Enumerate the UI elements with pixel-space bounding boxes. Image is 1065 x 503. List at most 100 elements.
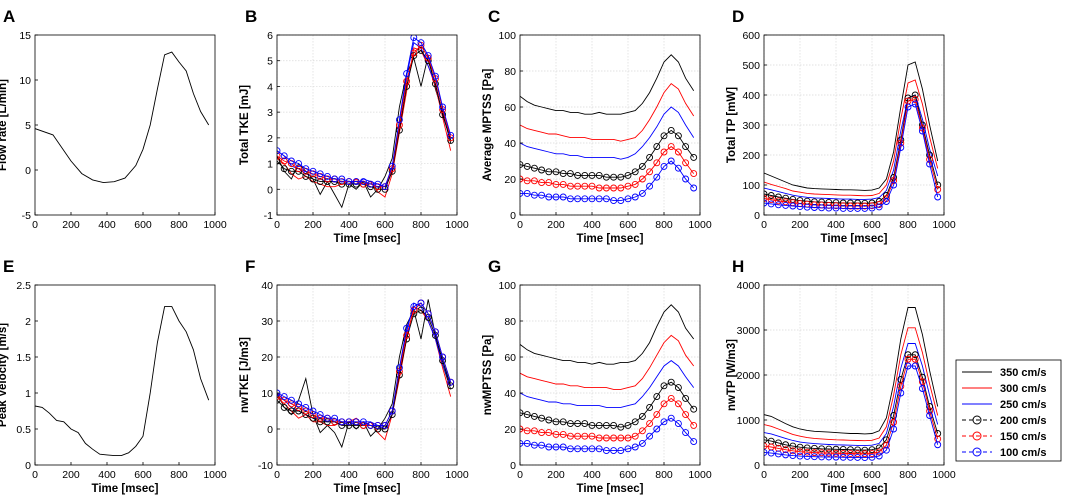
y-tick-label: 6 <box>267 30 273 42</box>
x-tick-label: 1000 <box>203 469 227 481</box>
data-point <box>520 439 524 447</box>
data-point <box>559 418 567 426</box>
data-point <box>934 186 942 193</box>
data-point <box>538 414 546 422</box>
data-point <box>690 438 698 446</box>
data-point <box>782 198 790 206</box>
x-tick-label: 600 <box>134 219 152 231</box>
data-point <box>796 203 804 211</box>
data-point <box>868 450 876 457</box>
data-point <box>295 407 303 415</box>
series-line <box>520 54 695 115</box>
data-point <box>638 427 646 435</box>
data-point <box>595 171 603 179</box>
data-point <box>439 103 447 111</box>
series-group <box>764 61 942 212</box>
data-point <box>287 167 295 175</box>
data-point <box>825 453 833 461</box>
legend-label: 200 cm/s <box>1000 415 1046 427</box>
panel-letter: E <box>3 257 14 276</box>
y-tick-label: 20 <box>504 174 516 186</box>
data-point <box>890 181 898 189</box>
data-point <box>602 421 610 429</box>
data-point <box>316 414 324 422</box>
data-point <box>690 170 698 178</box>
data-point <box>861 204 869 212</box>
chart-panel-e: 0 200 400 600 800 1000 0 0.5 1 1.5 2 2.5 Time [msec]… <box>0 257 227 495</box>
data-point <box>774 197 782 205</box>
data-point <box>624 182 632 190</box>
y-tick-label: 20 <box>504 424 516 436</box>
series-group <box>35 306 210 457</box>
data-point <box>674 164 682 172</box>
y-tick-label: 100 <box>498 30 516 42</box>
data-point <box>595 184 603 192</box>
legend-box: 350 cm/s 300 cm/s 250 cm/s 200 cm/s 150 … <box>955 359 1062 462</box>
data-point <box>674 132 682 140</box>
data-point <box>646 420 654 428</box>
data-point <box>538 179 546 187</box>
data-point <box>559 193 567 201</box>
data-point <box>918 127 926 135</box>
data-point <box>323 172 331 180</box>
data-point <box>538 191 546 199</box>
y-tick-label: -5 <box>22 210 31 222</box>
x-tick-label: 400 <box>827 219 845 231</box>
data-point <box>764 199 768 207</box>
data-point <box>682 143 690 151</box>
data-point <box>345 178 353 186</box>
data-point <box>520 161 524 169</box>
legend-marker <box>972 415 982 425</box>
data-point <box>667 414 675 422</box>
x-tick-label: 400 <box>827 469 845 481</box>
x-tick-label: 200 <box>791 219 809 231</box>
data-point <box>911 100 919 108</box>
data-point <box>653 159 661 167</box>
x-tick-label: 400 <box>340 219 358 231</box>
y-tick-label: -10 <box>258 460 273 472</box>
y-tick-label: 60 <box>504 352 516 364</box>
legend-label: 300 cm/s <box>1000 383 1046 395</box>
x-tick-label: 800 <box>899 219 917 231</box>
data-point <box>595 434 603 442</box>
y-tick-label: 3 <box>267 107 273 119</box>
data-point <box>566 170 574 178</box>
x-tick-label: 800 <box>412 469 430 481</box>
data-point <box>431 328 439 336</box>
y-tick-label: 10 <box>19 75 31 87</box>
data-point <box>810 449 818 457</box>
data-point <box>431 72 439 80</box>
data-point <box>638 439 646 447</box>
data-point <box>287 396 295 404</box>
plot-area <box>277 285 457 465</box>
data-point <box>638 162 646 170</box>
data-point <box>624 445 632 453</box>
data-point <box>447 131 455 139</box>
data-point <box>846 204 854 212</box>
data-point <box>552 418 560 426</box>
y-tick-label: 80 <box>504 66 516 78</box>
y-tick-label: 80 <box>504 316 516 328</box>
data-point <box>674 384 682 392</box>
data-point <box>904 355 912 363</box>
data-point <box>395 364 403 372</box>
plot-frame <box>519 34 701 216</box>
data-point <box>566 445 574 453</box>
data-point <box>660 132 668 140</box>
data-point <box>904 362 912 370</box>
data-point <box>631 443 639 451</box>
data-point <box>388 162 396 170</box>
y-axis-label: Peak Velocity [m/s] <box>0 323 9 427</box>
data-point <box>682 175 690 183</box>
data-point <box>403 331 411 339</box>
data-point <box>352 418 360 426</box>
data-point <box>764 448 768 456</box>
data-point <box>610 421 618 429</box>
data-point <box>774 450 782 458</box>
legend-label: 100 cm/s <box>1000 447 1046 459</box>
data-point <box>610 447 618 455</box>
data-point <box>417 306 425 314</box>
x-tick-label: 800 <box>655 219 673 231</box>
x-axis-label: Time [msec] <box>821 233 888 245</box>
data-point <box>861 450 869 458</box>
